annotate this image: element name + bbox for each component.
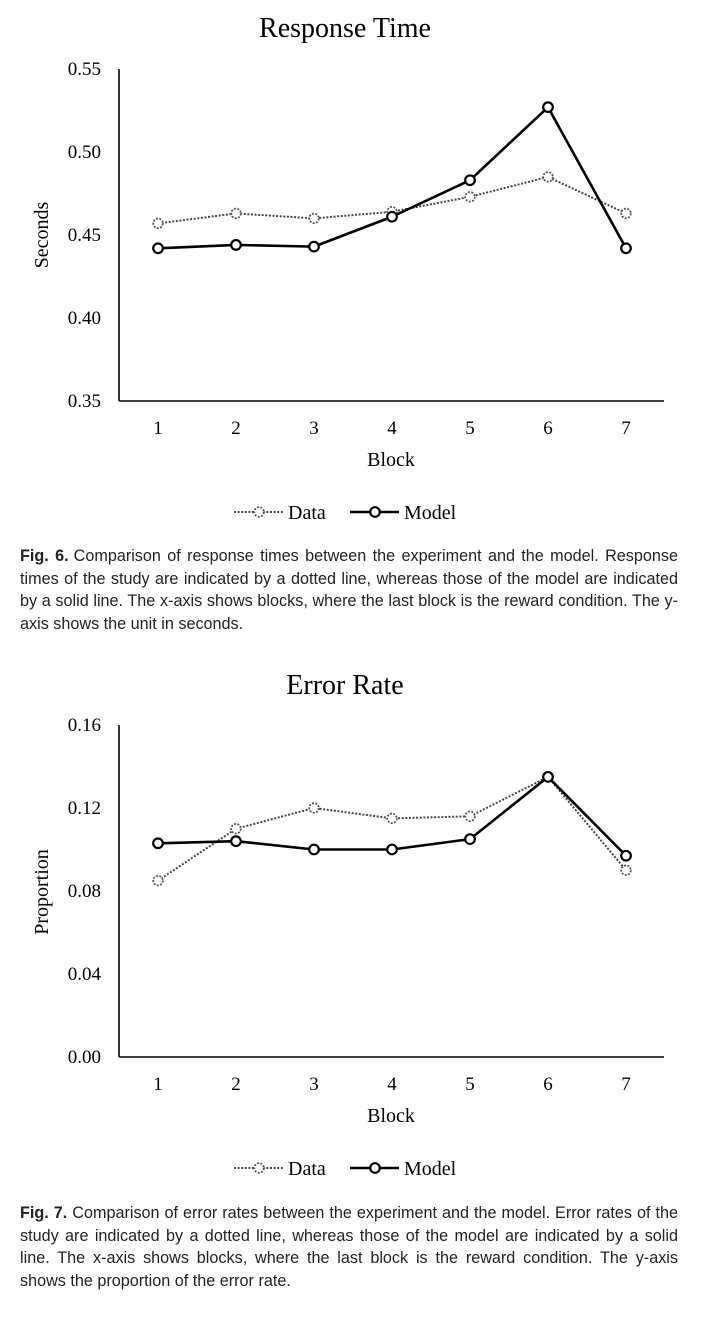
x-tick-label: 7 (621, 418, 631, 439)
y-tick-label: 0.08 (68, 881, 101, 902)
data-point-model (464, 174, 476, 187)
data-point-model (542, 770, 554, 783)
data-point-data (152, 874, 164, 887)
figure-6-label: Fig. 6. (20, 547, 69, 565)
legend-label-model: Model (404, 502, 457, 524)
y-axis-label: Proportion (31, 849, 53, 935)
figure-6-caption: Fig. 6. Comparison of response times betw… (20, 545, 678, 635)
data-point-model (386, 843, 398, 856)
data-point-data (386, 812, 398, 825)
data-point-model (152, 837, 164, 850)
series-line-model (157, 105, 628, 250)
data-point-data (308, 212, 320, 225)
x-tick-label: 1 (153, 418, 163, 439)
data-point-model (230, 835, 242, 848)
legend-label-model: Model (404, 1158, 457, 1180)
y-tick-label: 0.45 (68, 225, 101, 246)
x-axis-label: Block (367, 1105, 415, 1127)
x-axis-label: Block (367, 449, 415, 471)
y-tick-label: 0.35 (68, 391, 101, 412)
data-point-model (620, 849, 632, 862)
data-point-model (464, 833, 476, 846)
figure-6-caption-text: Comparison of response times between the… (20, 547, 678, 633)
x-tick-label: 5 (465, 1074, 475, 1095)
y-tick-label: 0.12 (68, 798, 101, 819)
x-tick-label: 6 (543, 1074, 553, 1095)
data-point-model (386, 210, 398, 223)
data-point-data (620, 207, 632, 220)
legend: Data Model (234, 1158, 457, 1180)
data-point-model (308, 240, 320, 253)
data-point-model (620, 242, 632, 255)
data-point-data (464, 191, 476, 203)
data-point-data (152, 217, 164, 230)
x-tick-label: 1 (153, 1074, 163, 1095)
data-point-model (308, 843, 320, 856)
legend-marker-data (253, 506, 265, 518)
y-tick-label: 0.40 (68, 308, 101, 329)
x-tick-label: 7 (621, 1074, 631, 1095)
y-tick-label: 0.50 (68, 142, 101, 163)
data-point-data (230, 207, 242, 220)
y-tick-label: 0.00 (68, 1047, 101, 1068)
x-tick-label: 3 (309, 418, 319, 439)
chart-1: Response Time 0.35 0.40 0.45 0.50 0.55 1 2 3 4 5 6 7… (31, 13, 664, 524)
x-tick-label: 6 (543, 418, 553, 439)
data-point-data (464, 810, 476, 823)
legend-label-data: Data (288, 502, 326, 524)
x-tick-label: 3 (309, 1074, 319, 1095)
data-point-data (620, 864, 632, 876)
legend-label-data: Data (288, 1158, 326, 1180)
chart-title: Response Time (259, 13, 431, 44)
data-point-data (230, 823, 242, 835)
y-axis-label: Seconds (31, 201, 53, 268)
chart-title: Error Rate (286, 670, 403, 701)
data-point-model (230, 239, 242, 251)
x-tick-label: 4 (387, 418, 397, 439)
legend-marker-model (369, 1162, 381, 1174)
data-point-data (308, 802, 320, 814)
x-tick-label: 2 (231, 1074, 241, 1095)
figure-7-label: Fig. 7. (20, 1204, 68, 1222)
figure-7-caption-text: Comparison of error rates between the ex… (20, 1204, 678, 1290)
x-tick-label: 2 (231, 418, 241, 439)
y-tick-label: 0.16 (68, 715, 101, 736)
data-point-model (542, 101, 554, 114)
data-point-data (542, 171, 554, 183)
series-line-data (157, 775, 627, 882)
y-tick-label: 0.04 (68, 964, 102, 985)
chart-2: Error Rate 0.00 0.04 0.08 0.12 0.16 1 2 3 4 5 6 7 Blo… (31, 670, 664, 1180)
y-tick-label: 0.55 (68, 59, 101, 80)
legend-marker-model (369, 506, 381, 518)
x-tick-label: 5 (465, 418, 475, 439)
legend-marker-data (253, 1162, 265, 1174)
legend: Data Model (234, 502, 457, 524)
data-point-model (152, 242, 164, 255)
figure-7-caption: Fig. 7. Comparison of error rates between… (20, 1202, 678, 1292)
x-tick-label: 4 (387, 1074, 397, 1095)
